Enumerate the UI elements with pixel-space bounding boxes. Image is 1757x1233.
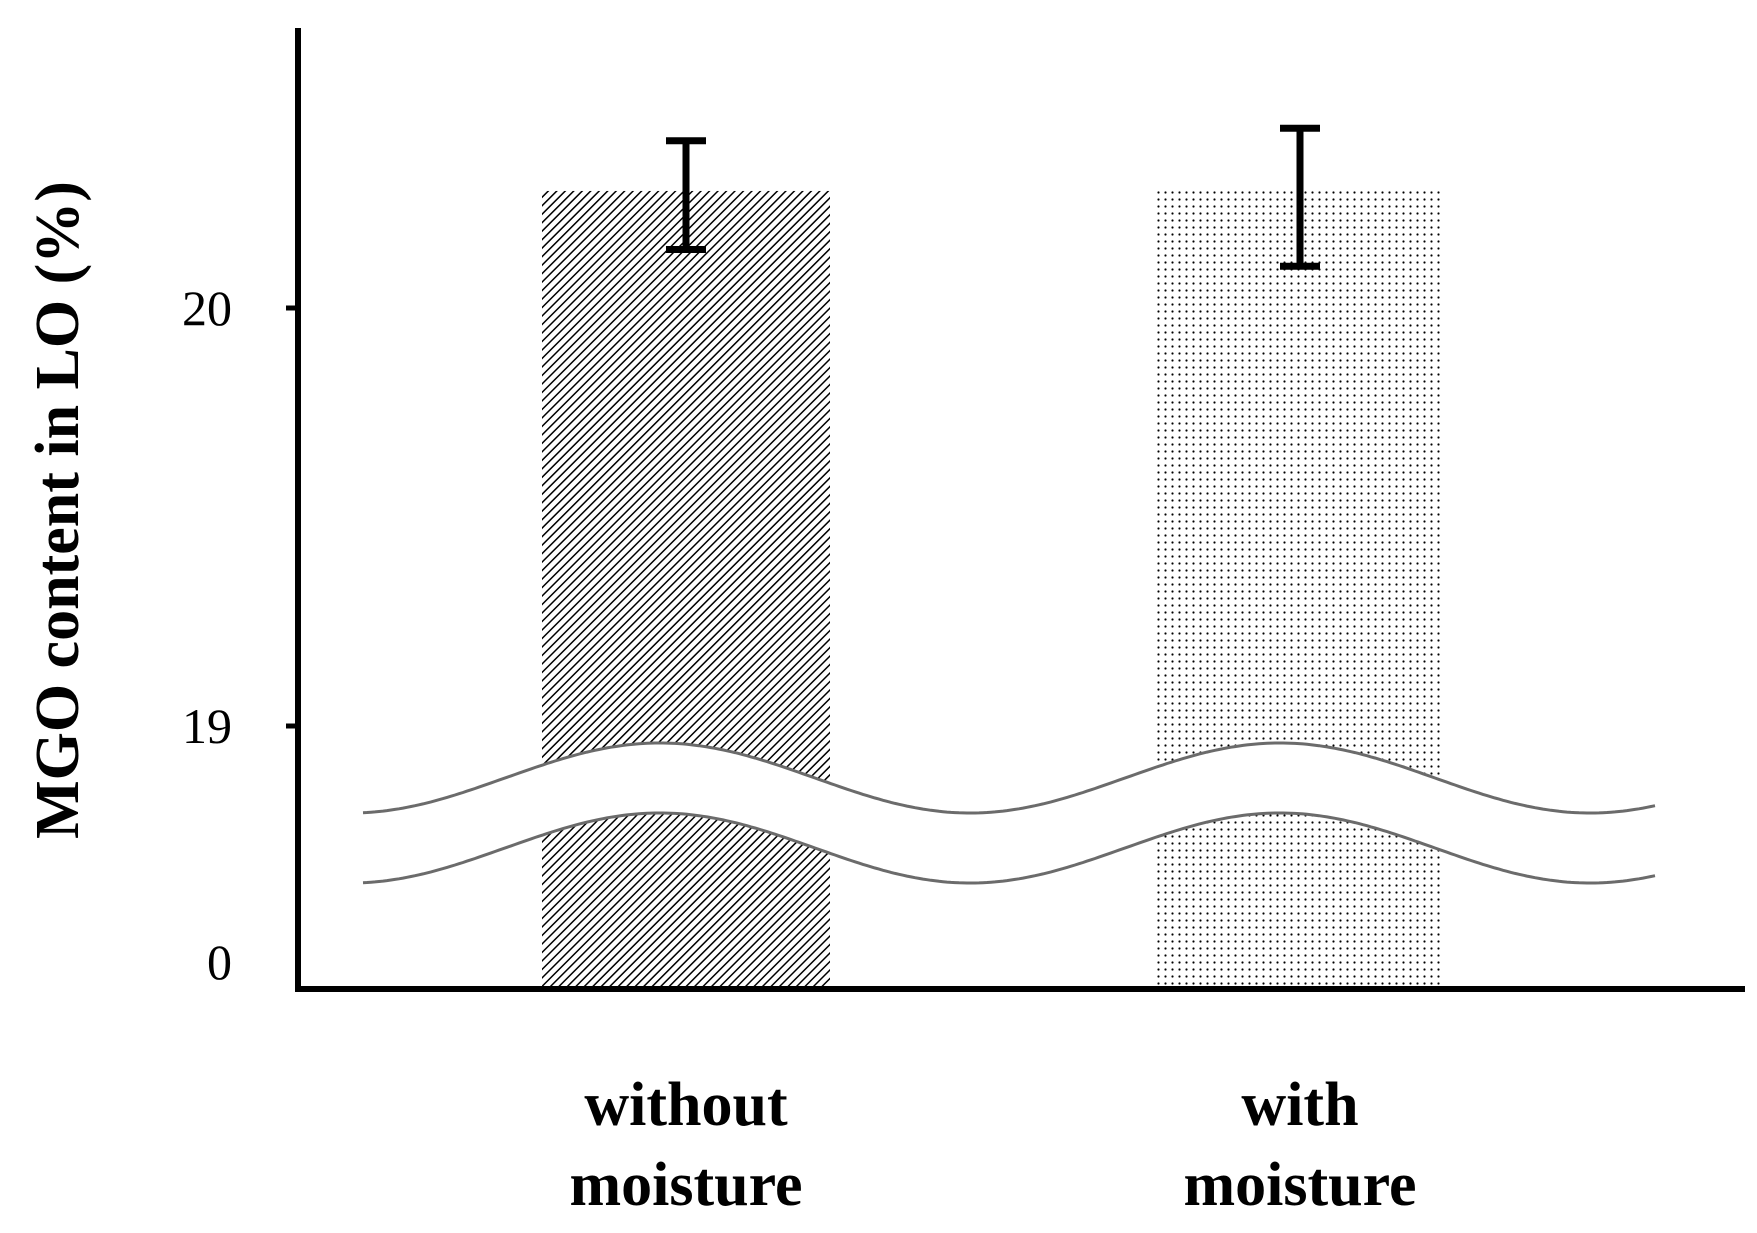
y-tick-label-0: 0 <box>207 934 232 990</box>
y-ticks-layer: 0 19 20 <box>182 280 300 990</box>
category-label-1-line-2: moisture <box>569 1151 802 1219</box>
axis-break-line-lower <box>362 811 1656 885</box>
category-labels-layer: without moisture with moisture <box>569 1071 1416 1219</box>
y-axis-title: MGO content in LO (%) <box>24 181 92 839</box>
y-tick-label-20: 20 <box>182 280 232 336</box>
y-tick-label-19: 19 <box>182 698 232 754</box>
axis-break-line-upper <box>362 741 1656 815</box>
category-label-2-line-1: with <box>1241 1071 1358 1139</box>
bar-2 <box>1156 190 1444 989</box>
error-bars-layer <box>666 124 1320 270</box>
error-bar-1 <box>666 137 706 253</box>
axis-break <box>362 741 1658 885</box>
category-label-1-line-1: without <box>584 1071 788 1139</box>
axis-break-gap <box>363 743 1658 883</box>
bar-1 <box>542 190 830 989</box>
error-bar-2 <box>1280 124 1320 270</box>
bars-layer <box>542 190 1444 989</box>
category-label-2-line-2: moisture <box>1183 1151 1416 1219</box>
